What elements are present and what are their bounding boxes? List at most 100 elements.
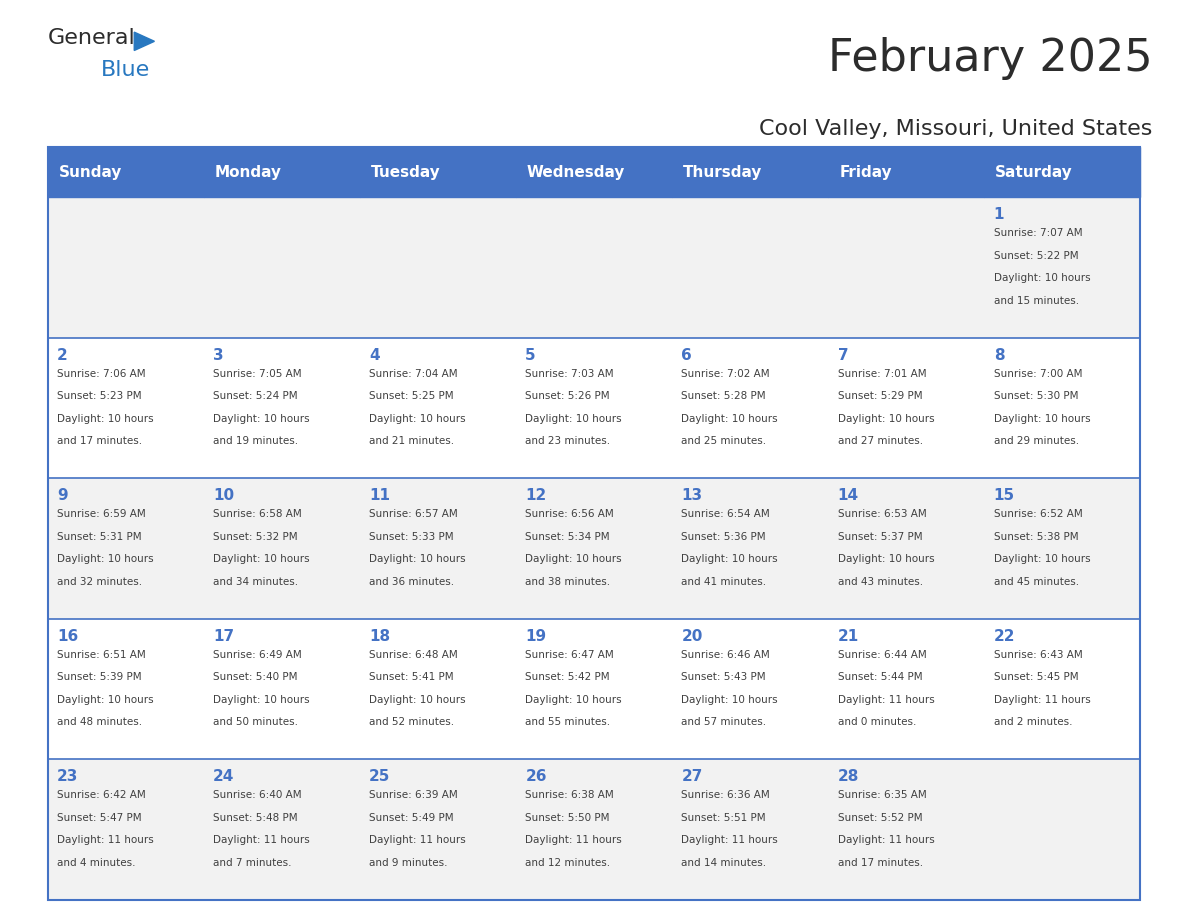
Text: 28: 28 [838, 769, 859, 784]
Text: Sunset: 5:51 PM: Sunset: 5:51 PM [682, 812, 766, 823]
Text: and 57 minutes.: and 57 minutes. [682, 717, 766, 727]
Text: 10: 10 [213, 488, 234, 503]
Text: Daylight: 11 hours: Daylight: 11 hours [369, 835, 466, 845]
Text: and 15 minutes.: and 15 minutes. [993, 296, 1079, 306]
Text: Daylight: 10 hours: Daylight: 10 hours [525, 414, 623, 424]
FancyBboxPatch shape [985, 759, 1140, 900]
Text: Daylight: 10 hours: Daylight: 10 hours [213, 554, 310, 565]
Text: Sunset: 5:38 PM: Sunset: 5:38 PM [993, 532, 1079, 542]
FancyBboxPatch shape [985, 197, 1140, 338]
FancyBboxPatch shape [672, 759, 828, 900]
Text: Sunset: 5:50 PM: Sunset: 5:50 PM [525, 812, 609, 823]
Text: Daylight: 10 hours: Daylight: 10 hours [213, 695, 310, 705]
Text: 3: 3 [213, 348, 223, 363]
Text: Daylight: 11 hours: Daylight: 11 hours [682, 835, 778, 845]
Text: Sunset: 5:45 PM: Sunset: 5:45 PM [993, 672, 1079, 682]
Text: 7: 7 [838, 348, 848, 363]
FancyBboxPatch shape [203, 759, 360, 900]
Text: 12: 12 [525, 488, 546, 503]
Text: and 48 minutes.: and 48 minutes. [57, 717, 143, 727]
Text: Sunset: 5:23 PM: Sunset: 5:23 PM [57, 391, 141, 401]
Text: Sunrise: 6:47 AM: Sunrise: 6:47 AM [525, 650, 614, 660]
Text: Thursday: Thursday [683, 164, 763, 180]
Text: Daylight: 10 hours: Daylight: 10 hours [682, 414, 778, 424]
FancyBboxPatch shape [672, 478, 828, 619]
FancyBboxPatch shape [516, 619, 672, 759]
Text: Sunset: 5:43 PM: Sunset: 5:43 PM [682, 672, 766, 682]
Text: Daylight: 10 hours: Daylight: 10 hours [213, 414, 310, 424]
Text: Sunset: 5:30 PM: Sunset: 5:30 PM [993, 391, 1079, 401]
Text: and 36 minutes.: and 36 minutes. [369, 577, 454, 587]
Text: Daylight: 10 hours: Daylight: 10 hours [993, 554, 1091, 565]
Text: 1: 1 [993, 207, 1004, 222]
Text: 24: 24 [213, 769, 234, 784]
Text: Sunset: 5:36 PM: Sunset: 5:36 PM [682, 532, 766, 542]
Text: Friday: Friday [839, 164, 892, 180]
FancyBboxPatch shape [985, 619, 1140, 759]
Text: and 29 minutes.: and 29 minutes. [993, 436, 1079, 446]
Text: Sunset: 5:39 PM: Sunset: 5:39 PM [57, 672, 141, 682]
Text: Daylight: 10 hours: Daylight: 10 hours [525, 554, 623, 565]
Text: 23: 23 [57, 769, 78, 784]
Text: Sunrise: 6:54 AM: Sunrise: 6:54 AM [682, 509, 770, 520]
Text: Sunset: 5:37 PM: Sunset: 5:37 PM [838, 532, 922, 542]
Text: and 4 minutes.: and 4 minutes. [57, 857, 135, 868]
Text: Sunset: 5:48 PM: Sunset: 5:48 PM [213, 812, 298, 823]
Text: Daylight: 10 hours: Daylight: 10 hours [993, 274, 1091, 284]
Text: Sunrise: 6:46 AM: Sunrise: 6:46 AM [682, 650, 770, 660]
Text: Sunset: 5:42 PM: Sunset: 5:42 PM [525, 672, 609, 682]
Text: and 7 minutes.: and 7 minutes. [213, 857, 291, 868]
Text: Sunrise: 6:40 AM: Sunrise: 6:40 AM [213, 790, 302, 800]
FancyBboxPatch shape [48, 147, 203, 197]
FancyBboxPatch shape [203, 478, 360, 619]
FancyBboxPatch shape [516, 147, 672, 197]
Text: 25: 25 [369, 769, 391, 784]
FancyBboxPatch shape [985, 338, 1140, 478]
Text: Sunset: 5:28 PM: Sunset: 5:28 PM [682, 391, 766, 401]
Text: Sunset: 5:41 PM: Sunset: 5:41 PM [369, 672, 454, 682]
Text: Sunset: 5:31 PM: Sunset: 5:31 PM [57, 532, 141, 542]
Text: Daylight: 10 hours: Daylight: 10 hours [993, 414, 1091, 424]
Text: Sunrise: 7:05 AM: Sunrise: 7:05 AM [213, 369, 302, 379]
Text: Sunrise: 6:48 AM: Sunrise: 6:48 AM [369, 650, 457, 660]
Text: Sunrise: 6:43 AM: Sunrise: 6:43 AM [993, 650, 1082, 660]
FancyBboxPatch shape [516, 759, 672, 900]
Text: Daylight: 11 hours: Daylight: 11 hours [993, 695, 1091, 705]
Text: Daylight: 10 hours: Daylight: 10 hours [682, 554, 778, 565]
FancyBboxPatch shape [360, 338, 516, 478]
Text: and 14 minutes.: and 14 minutes. [682, 857, 766, 868]
FancyBboxPatch shape [828, 338, 985, 478]
Text: Sunset: 5:34 PM: Sunset: 5:34 PM [525, 532, 609, 542]
Text: Sunrise: 6:49 AM: Sunrise: 6:49 AM [213, 650, 302, 660]
Text: Daylight: 10 hours: Daylight: 10 hours [682, 695, 778, 705]
FancyBboxPatch shape [48, 759, 203, 900]
FancyBboxPatch shape [672, 338, 828, 478]
Text: General: General [48, 28, 135, 48]
Text: 4: 4 [369, 348, 380, 363]
Text: Monday: Monday [215, 164, 282, 180]
Text: 2: 2 [57, 348, 68, 363]
Text: Sunrise: 6:51 AM: Sunrise: 6:51 AM [57, 650, 146, 660]
Text: Daylight: 10 hours: Daylight: 10 hours [57, 554, 153, 565]
Text: and 43 minutes.: and 43 minutes. [838, 577, 923, 587]
Text: February 2025: February 2025 [828, 37, 1152, 80]
Text: Wednesday: Wednesday [526, 164, 625, 180]
FancyBboxPatch shape [516, 338, 672, 478]
Text: Sunrise: 7:06 AM: Sunrise: 7:06 AM [57, 369, 145, 379]
Polygon shape [134, 32, 154, 50]
FancyBboxPatch shape [828, 197, 985, 338]
Text: 18: 18 [369, 629, 391, 644]
Text: Sunrise: 7:07 AM: Sunrise: 7:07 AM [993, 229, 1082, 239]
FancyBboxPatch shape [516, 478, 672, 619]
Text: Sunrise: 6:59 AM: Sunrise: 6:59 AM [57, 509, 146, 520]
Text: Sunset: 5:24 PM: Sunset: 5:24 PM [213, 391, 298, 401]
Text: and 55 minutes.: and 55 minutes. [525, 717, 611, 727]
Text: 5: 5 [525, 348, 536, 363]
Text: and 38 minutes.: and 38 minutes. [525, 577, 611, 587]
Text: and 52 minutes.: and 52 minutes. [369, 717, 454, 727]
Text: 11: 11 [369, 488, 390, 503]
Text: Sunrise: 6:52 AM: Sunrise: 6:52 AM [993, 509, 1082, 520]
Text: Sunrise: 7:04 AM: Sunrise: 7:04 AM [369, 369, 457, 379]
Text: Sunrise: 6:38 AM: Sunrise: 6:38 AM [525, 790, 614, 800]
Text: and 17 minutes.: and 17 minutes. [57, 436, 143, 446]
